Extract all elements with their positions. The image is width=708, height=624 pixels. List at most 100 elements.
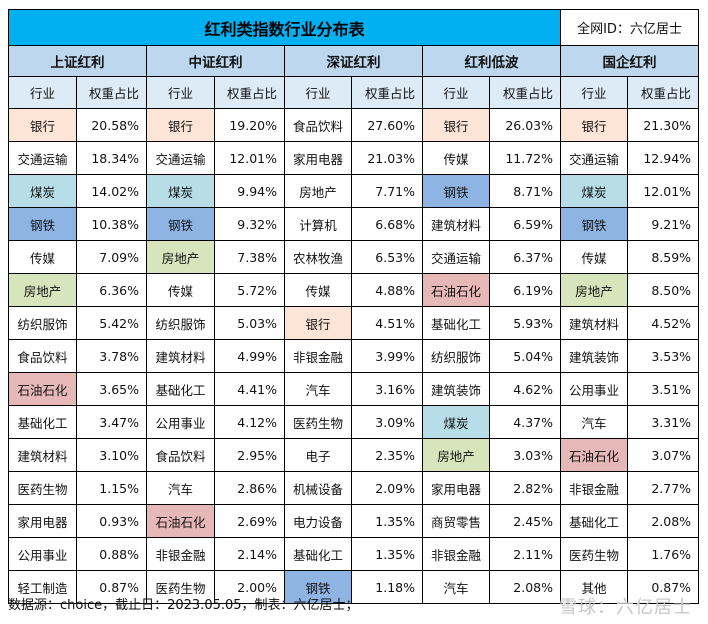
industry-cell: 汽车 xyxy=(146,471,215,505)
industry-cell: 家用电器 xyxy=(422,471,490,505)
weight-cell: 2.00% xyxy=(214,570,285,604)
weight-cell: 7.09% xyxy=(76,240,147,274)
weight-cell: 3.03% xyxy=(488,438,562,472)
industry-cell: 非银金融 xyxy=(146,537,215,571)
watermark: 雪球：六亿居士 xyxy=(559,597,692,618)
weight-cell: 2.45% xyxy=(488,504,562,538)
weight-cell: 0.87% xyxy=(627,570,700,604)
industry-column-header: 行业 xyxy=(422,76,490,109)
author-id: 全网ID：六亿居士 xyxy=(560,9,700,46)
industry-cell: 纺织服饰 xyxy=(422,339,490,373)
weight-cell: 2.14% xyxy=(214,537,285,571)
index-name: 深证红利 xyxy=(284,45,423,77)
table-row: 食品饮料 3.78% 建筑材料 4.99% 非银金融 3.99% 纺织服饰 5.04% 建筑装饰… xyxy=(8,339,700,373)
weight-cell: 3.78% xyxy=(76,339,147,373)
weight-cell: 6.19% xyxy=(488,273,562,307)
industry-cell: 交通运输 xyxy=(422,240,490,274)
industry-cell: 食品饮料 xyxy=(146,438,215,472)
industry-cell: 传媒 xyxy=(8,240,77,274)
weight-cell: 3.07% xyxy=(627,438,700,472)
weight-cell: 4.37% xyxy=(488,405,562,439)
industry-cell: 基础化工 xyxy=(560,504,629,538)
table-row: 传媒 7.09% 房地产 7.38% 农林牧渔 6.53% 交通运输 6.37% 传媒 8.59% xyxy=(8,240,700,274)
industry-cell: 其他 xyxy=(560,570,629,604)
industry-cell: 食品饮料 xyxy=(284,108,352,142)
industry-cell: 交通运输 xyxy=(146,141,215,175)
industry-cell: 银行 xyxy=(284,306,352,340)
industry-cell: 医药生物 xyxy=(284,405,352,439)
weight-cell: 6.53% xyxy=(351,240,423,274)
industry-cell: 建筑材料 xyxy=(560,306,629,340)
weight-cell: 18.34% xyxy=(76,141,147,175)
industry-cell: 纺织服饰 xyxy=(8,306,77,340)
industry-cell: 汽车 xyxy=(422,570,490,604)
table-row: 医药生物 1.15% 汽车 2.86% 机械设备 2.09% 家用电器 2.82% 非银金融 2.… xyxy=(8,471,700,505)
industry-cell: 石油石化 xyxy=(422,273,490,307)
table-row: 房地产 6.36% 传媒 5.72% 传媒 4.88% 石油石化 6.19% 房地产 8.50% xyxy=(8,273,700,307)
weight-cell: 3.16% xyxy=(351,372,423,406)
table-row: 公用事业 0.88% 非银金融 2.14% 基础化工 1.35% 非银金融 2.11% 医药生物… xyxy=(8,537,700,571)
table-row: 煤炭 14.02% 煤炭 9.94% 房地产 7.71% 钢铁 8.71% 煤炭 12.01% xyxy=(8,174,700,208)
weight-cell: 1.18% xyxy=(351,570,423,604)
index-name: 国企红利 xyxy=(560,45,700,77)
weight-cell: 4.88% xyxy=(351,273,423,307)
industry-cell: 建筑材料 xyxy=(146,339,215,373)
industry-cell: 房地产 xyxy=(8,273,77,307)
industry-cell: 基础化工 xyxy=(8,405,77,439)
industry-cell: 石油石化 xyxy=(8,372,77,406)
weight-column-header: 权重占比 xyxy=(627,76,700,109)
industry-cell: 基础化工 xyxy=(284,537,352,571)
weight-cell: 0.87% xyxy=(76,570,147,604)
weight-cell: 9.94% xyxy=(214,174,285,208)
weight-cell: 1.15% xyxy=(76,471,147,505)
industry-cell: 基础化工 xyxy=(422,306,490,340)
weight-cell: 6.37% xyxy=(488,240,562,274)
industry-cell: 汽车 xyxy=(560,405,629,439)
weight-cell: 21.03% xyxy=(351,141,423,175)
weight-cell: 14.02% xyxy=(76,174,147,208)
weight-cell: 2.77% xyxy=(627,471,700,505)
weight-cell: 5.04% xyxy=(488,339,562,373)
industry-cell: 建筑材料 xyxy=(422,207,490,241)
weight-cell: 0.88% xyxy=(76,537,147,571)
industry-cell: 房地产 xyxy=(560,273,629,307)
weight-cell: 2.35% xyxy=(351,438,423,472)
table-title: 红利类指数行业分布表 xyxy=(7,9,562,46)
weight-cell: 3.65% xyxy=(76,372,147,406)
weight-cell: 2.86% xyxy=(214,471,285,505)
index-name: 上证红利 xyxy=(8,45,147,77)
weight-cell: 11.72% xyxy=(488,141,562,175)
weight-cell: 27.60% xyxy=(351,108,423,142)
industry-cell: 建筑装饰 xyxy=(422,372,490,406)
industry-distribution-table: 红利类指数行业分布表 全网ID：六亿居士 上证红利 中证红利 深证红利 红利低波 国企红… xyxy=(7,9,700,604)
table-row: 交通运输 18.34% 交通运输 12.01% 家用电器 21.03% 传媒 11.72% 交通… xyxy=(8,141,700,175)
index-name: 红利低波 xyxy=(421,45,562,77)
weight-cell: 3.09% xyxy=(351,405,423,439)
industry-cell: 房地产 xyxy=(284,174,352,208)
weight-cell: 1.76% xyxy=(627,537,700,571)
weight-cell: 9.21% xyxy=(627,207,700,241)
industry-cell: 传媒 xyxy=(560,240,629,274)
industry-cell: 建筑装饰 xyxy=(560,339,629,373)
weight-cell: 2.82% xyxy=(488,471,562,505)
industry-cell: 煤炭 xyxy=(560,174,629,208)
weight-cell: 1.35% xyxy=(351,504,423,538)
industry-cell: 非银金融 xyxy=(422,537,490,571)
industry-cell: 电力设备 xyxy=(284,504,352,538)
weight-cell: 19.20% xyxy=(214,108,285,142)
industry-cell: 农林牧渔 xyxy=(284,240,352,274)
industry-cell: 石油石化 xyxy=(146,504,215,538)
weight-column-header: 权重占比 xyxy=(214,76,285,109)
industry-cell: 非银金融 xyxy=(560,471,629,505)
weight-cell: 2.08% xyxy=(488,570,562,604)
weight-cell: 2.95% xyxy=(214,438,285,472)
table-row: 家用电器 0.93% 石油石化 2.69% 电力设备 1.35% 商贸零售 2.45% 基础化工… xyxy=(8,504,700,538)
weight-column-header: 权重占比 xyxy=(76,76,147,109)
index-name: 中证红利 xyxy=(146,45,285,77)
weight-cell: 3.51% xyxy=(627,372,700,406)
weight-cell: 3.31% xyxy=(627,405,700,439)
weight-cell: 10.38% xyxy=(76,207,147,241)
weight-cell: 20.58% xyxy=(76,108,147,142)
industry-cell: 机械设备 xyxy=(284,471,352,505)
industry-cell: 房地产 xyxy=(146,240,215,274)
